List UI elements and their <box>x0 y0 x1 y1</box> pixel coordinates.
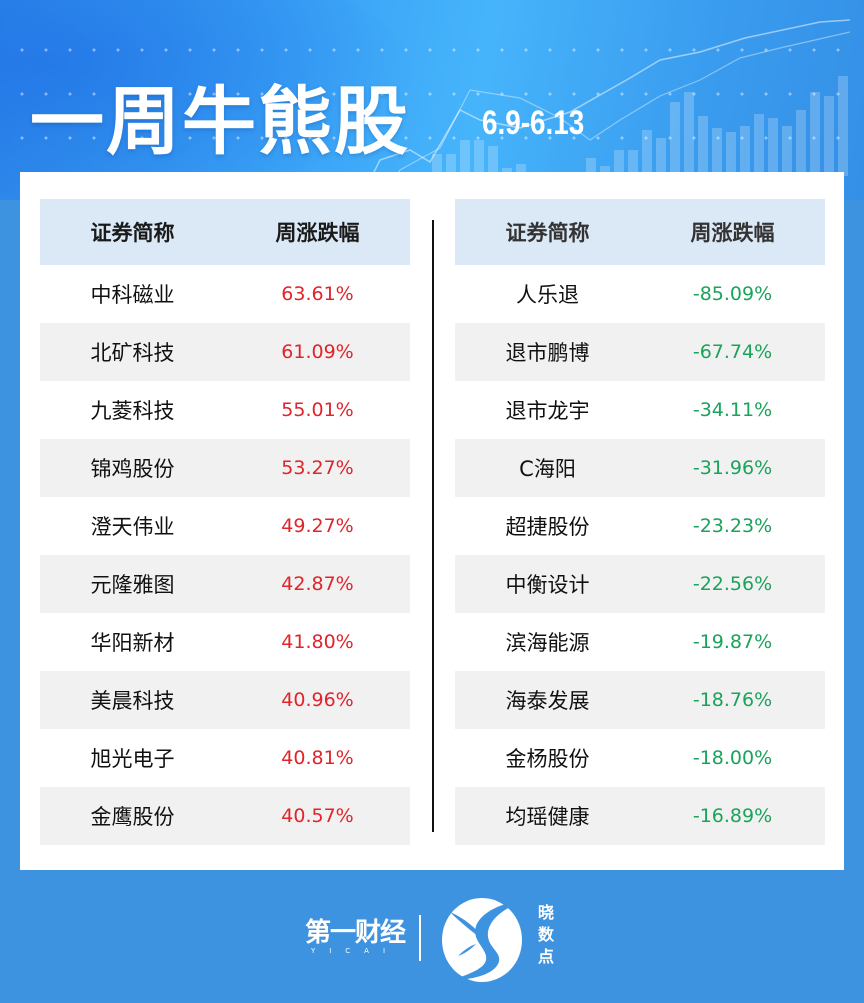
yicai-logo: 第一财经 YICAI <box>305 912 406 955</box>
weekly-change: -31.96% <box>692 457 773 479</box>
xiaoshudian-char: 数 <box>537 925 554 944</box>
xiaoshudian-label: 晓 数 点 <box>536 902 556 968</box>
content-card: 证券简称 周涨跌幅 中科磁业 63.61% 北矿科技 61.09% 九菱科技 55.0… <box>20 172 844 870</box>
yicai-logo-en: YICAI <box>310 947 400 955</box>
stock-name: 人乐退 <box>516 283 579 307</box>
banner-wave-decoration <box>0 0 420 200</box>
stock-name: 美晨科技 <box>90 689 175 713</box>
column-header-name: 证券简称 <box>505 221 590 245</box>
stock-name: C海阳 <box>519 457 576 481</box>
weekly-change: 55.01% <box>281 399 354 421</box>
table-row: C海阳 -31.96% <box>455 439 825 497</box>
table-row: 中科磁业 63.61% <box>40 265 410 323</box>
stock-name: 超捷股份 <box>505 515 590 539</box>
table-row: 中衡设计 -22.56% <box>455 555 825 613</box>
weekly-change: 42.87% <box>281 573 354 595</box>
gainers-table: 证券简称 周涨跌幅 中科磁业 63.61% 北矿科技 61.09% 九菱科技 55.0… <box>40 199 410 845</box>
column-header-change: 周涨跌幅 <box>690 221 775 245</box>
banner-line-chart-decoration <box>359 19 851 200</box>
stock-name: 锦鸡股份 <box>90 457 175 481</box>
weekly-change: 41.80% <box>281 631 354 653</box>
weekly-change: -19.87% <box>692 631 773 653</box>
stock-name: 九菱科技 <box>90 399 175 423</box>
weekly-change: 61.09% <box>281 341 354 363</box>
weekly-change: 40.96% <box>281 689 354 711</box>
table-row: 元隆雅图 42.87% <box>40 555 410 613</box>
weekly-change: -22.56% <box>692 573 773 595</box>
table-row: 金杨股份 -18.00% <box>455 729 825 787</box>
stock-name: 中衡设计 <box>505 573 590 597</box>
table-row: 滨海能源 -19.87% <box>455 613 825 671</box>
table-row: 海泰发展 -18.76% <box>455 671 825 729</box>
weekly-change: -16.89% <box>692 805 773 827</box>
stock-name: 退市龙宇 <box>505 399 590 423</box>
stock-name: 滨海能源 <box>505 631 590 655</box>
table-header: 证券简称 周涨跌幅 <box>40 199 410 265</box>
date-range: 6.9-6.13 <box>482 104 585 142</box>
stock-name: 均瑶健康 <box>505 805 590 829</box>
banner-bar-chart-decoration <box>432 76 848 176</box>
table-row: 美晨科技 40.96% <box>40 671 410 729</box>
yicai-logo-cn: 第一财经 <box>305 918 406 948</box>
logo-separator <box>419 915 421 961</box>
stock-name: 金鹰股份 <box>90 805 175 829</box>
table-row: 北矿科技 61.09% <box>40 323 410 381</box>
weekly-change: -67.74% <box>692 341 773 363</box>
column-divider <box>432 220 434 832</box>
banner-dot-grid-decoration <box>10 28 860 148</box>
stock-name: 华阳新材 <box>90 631 175 655</box>
table-row: 金鹰股份 40.57% <box>40 787 410 845</box>
table-row: 超捷股份 -23.23% <box>455 497 825 555</box>
weekly-change: -34.11% <box>692 399 773 421</box>
stock-name: 金杨股份 <box>505 747 590 771</box>
weekly-change: 63.61% <box>281 283 354 305</box>
weekly-change: -23.23% <box>692 515 773 537</box>
xiaoshudian-char: 点 <box>537 947 554 966</box>
weekly-change: 53.27% <box>281 457 354 479</box>
weekly-change: -18.00% <box>692 747 773 769</box>
footer: 第一财经 YICAI 晓 数 点 <box>0 870 864 1003</box>
weekly-change: 40.81% <box>281 747 354 769</box>
table-row: 华阳新材 41.80% <box>40 613 410 671</box>
column-header-change: 周涨跌幅 <box>275 221 360 245</box>
stock-name: 澄天伟业 <box>90 515 175 539</box>
table-row: 退市鹏博 -67.74% <box>455 323 825 381</box>
table-header: 证券简称 周涨跌幅 <box>455 199 825 265</box>
weekly-change: -85.09% <box>692 283 773 305</box>
weekly-change: -18.76% <box>692 689 773 711</box>
stock-name: 北矿科技 <box>90 341 175 365</box>
page-title: 一周牛熊股 <box>30 79 410 165</box>
table-row: 澄天伟业 49.27% <box>40 497 410 555</box>
stock-name: 海泰发展 <box>505 689 590 713</box>
table-row: 人乐退 -85.09% <box>455 265 825 323</box>
table-row: 九菱科技 55.01% <box>40 381 410 439</box>
weekly-change: 49.27% <box>281 515 354 537</box>
column-header-name: 证券简称 <box>90 221 175 245</box>
losers-table: 证券简称 周涨跌幅 人乐退 -85.09% 退市鹏博 -67.74% 退市龙宇 -34… <box>455 199 825 845</box>
stock-name: 中科磁业 <box>90 283 175 307</box>
stock-name: 退市鹏博 <box>505 341 590 365</box>
table-row: 锦鸡股份 53.27% <box>40 439 410 497</box>
stock-name: 元隆雅图 <box>90 573 175 597</box>
xiaoshudian-logo-icon <box>442 898 532 982</box>
table-row: 均瑶健康 -16.89% <box>455 787 825 845</box>
xiaoshudian-char: 晓 <box>537 903 554 922</box>
stock-name: 旭光电子 <box>90 747 175 771</box>
table-row: 旭光电子 40.81% <box>40 729 410 787</box>
table-row: 退市龙宇 -34.11% <box>455 381 825 439</box>
weekly-change: 40.57% <box>281 805 354 827</box>
header-banner: 一周牛熊股 6.9-6.13 <box>0 0 864 200</box>
